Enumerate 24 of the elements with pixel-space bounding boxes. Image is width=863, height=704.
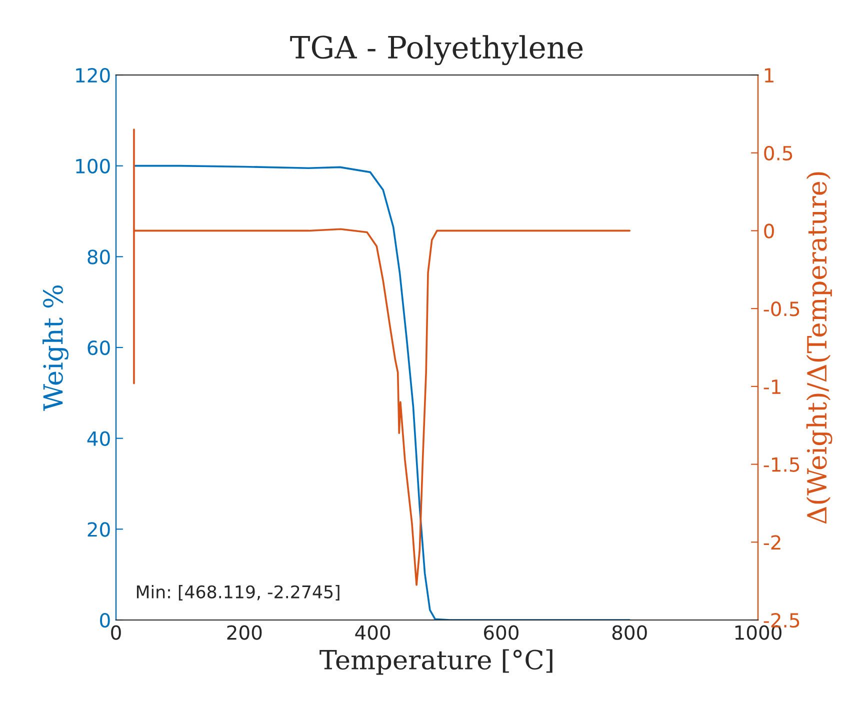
y2-tick-label: 1: [764, 68, 774, 82]
y-tick-label: 40: [87, 431, 110, 446]
y2-tick-label: -0.5: [764, 302, 800, 316]
y2-axis-title: Δ(Weight)/Δ(Temperature): [806, 172, 832, 524]
y-tick-label: 20: [88, 522, 110, 537]
y2-tick-label: -1.5: [764, 457, 800, 472]
y-axis-title: Weight %: [42, 285, 68, 411]
chart-title: TGA - Polyethylene: [290, 35, 583, 66]
y-tick-label: 0: [100, 612, 110, 628]
y-tick-label: 120: [76, 68, 110, 83]
x-tick-label: 400: [355, 625, 390, 640]
x-tick-label: 800: [612, 625, 647, 640]
y2-tick-label: 0: [764, 224, 774, 238]
x-tick-label: 200: [227, 625, 262, 640]
x-axis-title: Temperature [°C]: [320, 649, 552, 675]
y-tick-label: 60: [88, 340, 110, 356]
y-tick-label: 100: [76, 158, 110, 174]
y2-tick-label: 0.5: [764, 146, 792, 161]
y2-tick-label: -1: [764, 380, 780, 394]
x-tick-label: 0: [111, 625, 121, 640]
y-tick-label: 80: [88, 250, 110, 264]
x-tick-label: 600: [484, 625, 518, 640]
annotation: Min: [468.119, -2.2745]: [136, 585, 340, 600]
y2-tick-label: -2: [764, 535, 780, 550]
